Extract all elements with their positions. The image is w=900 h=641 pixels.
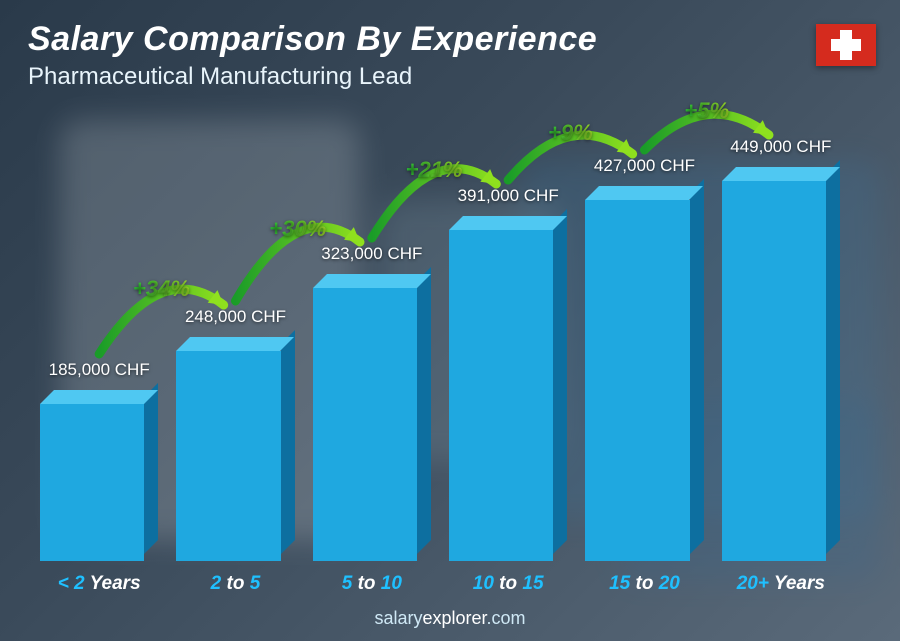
bar-category-label: 20+ Years [686,573,875,595]
brand-suffix: explorer [422,608,486,628]
bar: 449,000 CHF [722,181,840,561]
bar-side-face [417,267,431,554]
bar-value-label: 185,000 CHF [5,360,194,380]
bar-side-face [690,179,704,554]
bar-slot: 185,000 CHF< 2 Years [40,120,158,561]
bar-slot: 248,000 CHF2 to 5 [176,120,294,561]
bar-value-label: 427,000 CHF [550,156,739,176]
bar: 323,000 CHF [313,288,431,561]
bar-top-face [40,390,158,404]
flag-cross-horizontal [831,39,861,51]
title-block: Salary Comparison By Experience Pharmace… [28,20,597,91]
bar-side-face [553,209,567,554]
bar-top-face [176,337,294,351]
bar-top-face [722,167,840,181]
bar-front-face [449,230,553,561]
bar-value-label: 323,000 CHF [277,244,466,264]
footer-brand: salaryexplorer.com [0,608,900,629]
bar-top-face [449,216,567,230]
chart-title: Salary Comparison By Experience [28,20,597,59]
bar-side-face [144,383,158,554]
bar-slot: 427,000 CHF15 to 20 [585,120,703,561]
bar: 391,000 CHF [449,230,567,561]
bar-front-face [40,404,144,561]
bar-front-face [722,181,826,561]
bar: 427,000 CHF [585,200,703,561]
bar-top-face [313,274,431,288]
bar-value-label: 248,000 CHF [141,307,330,327]
brand-prefix: salary [374,608,422,628]
bar: 248,000 CHF [176,351,294,561]
chart-subtitle: Pharmaceutical Manufacturing Lead [28,63,597,91]
bar-top-face [585,186,703,200]
bar-slot: 449,000 CHF20+ Years [722,120,840,561]
bar-front-face [585,200,689,561]
chart-stage: Salary Comparison By Experience Pharmace… [0,0,900,641]
bar-side-face [826,160,840,554]
bar-side-face [281,330,295,554]
swiss-flag-icon [816,24,876,66]
bar-front-face [313,288,417,561]
bar-front-face [176,351,280,561]
bar-slot: 391,000 CHF10 to 15 [449,120,567,561]
brand-domain: .com [487,608,526,628]
bar-value-label: 391,000 CHF [414,186,603,206]
bar-chart: 185,000 CHF< 2 Years248,000 CHF2 to 5323… [40,120,840,561]
bar-value-label: 449,000 CHF [686,137,875,157]
bar: 185,000 CHF [40,404,158,561]
bars-row: 185,000 CHF< 2 Years248,000 CHF2 to 5323… [40,120,840,561]
